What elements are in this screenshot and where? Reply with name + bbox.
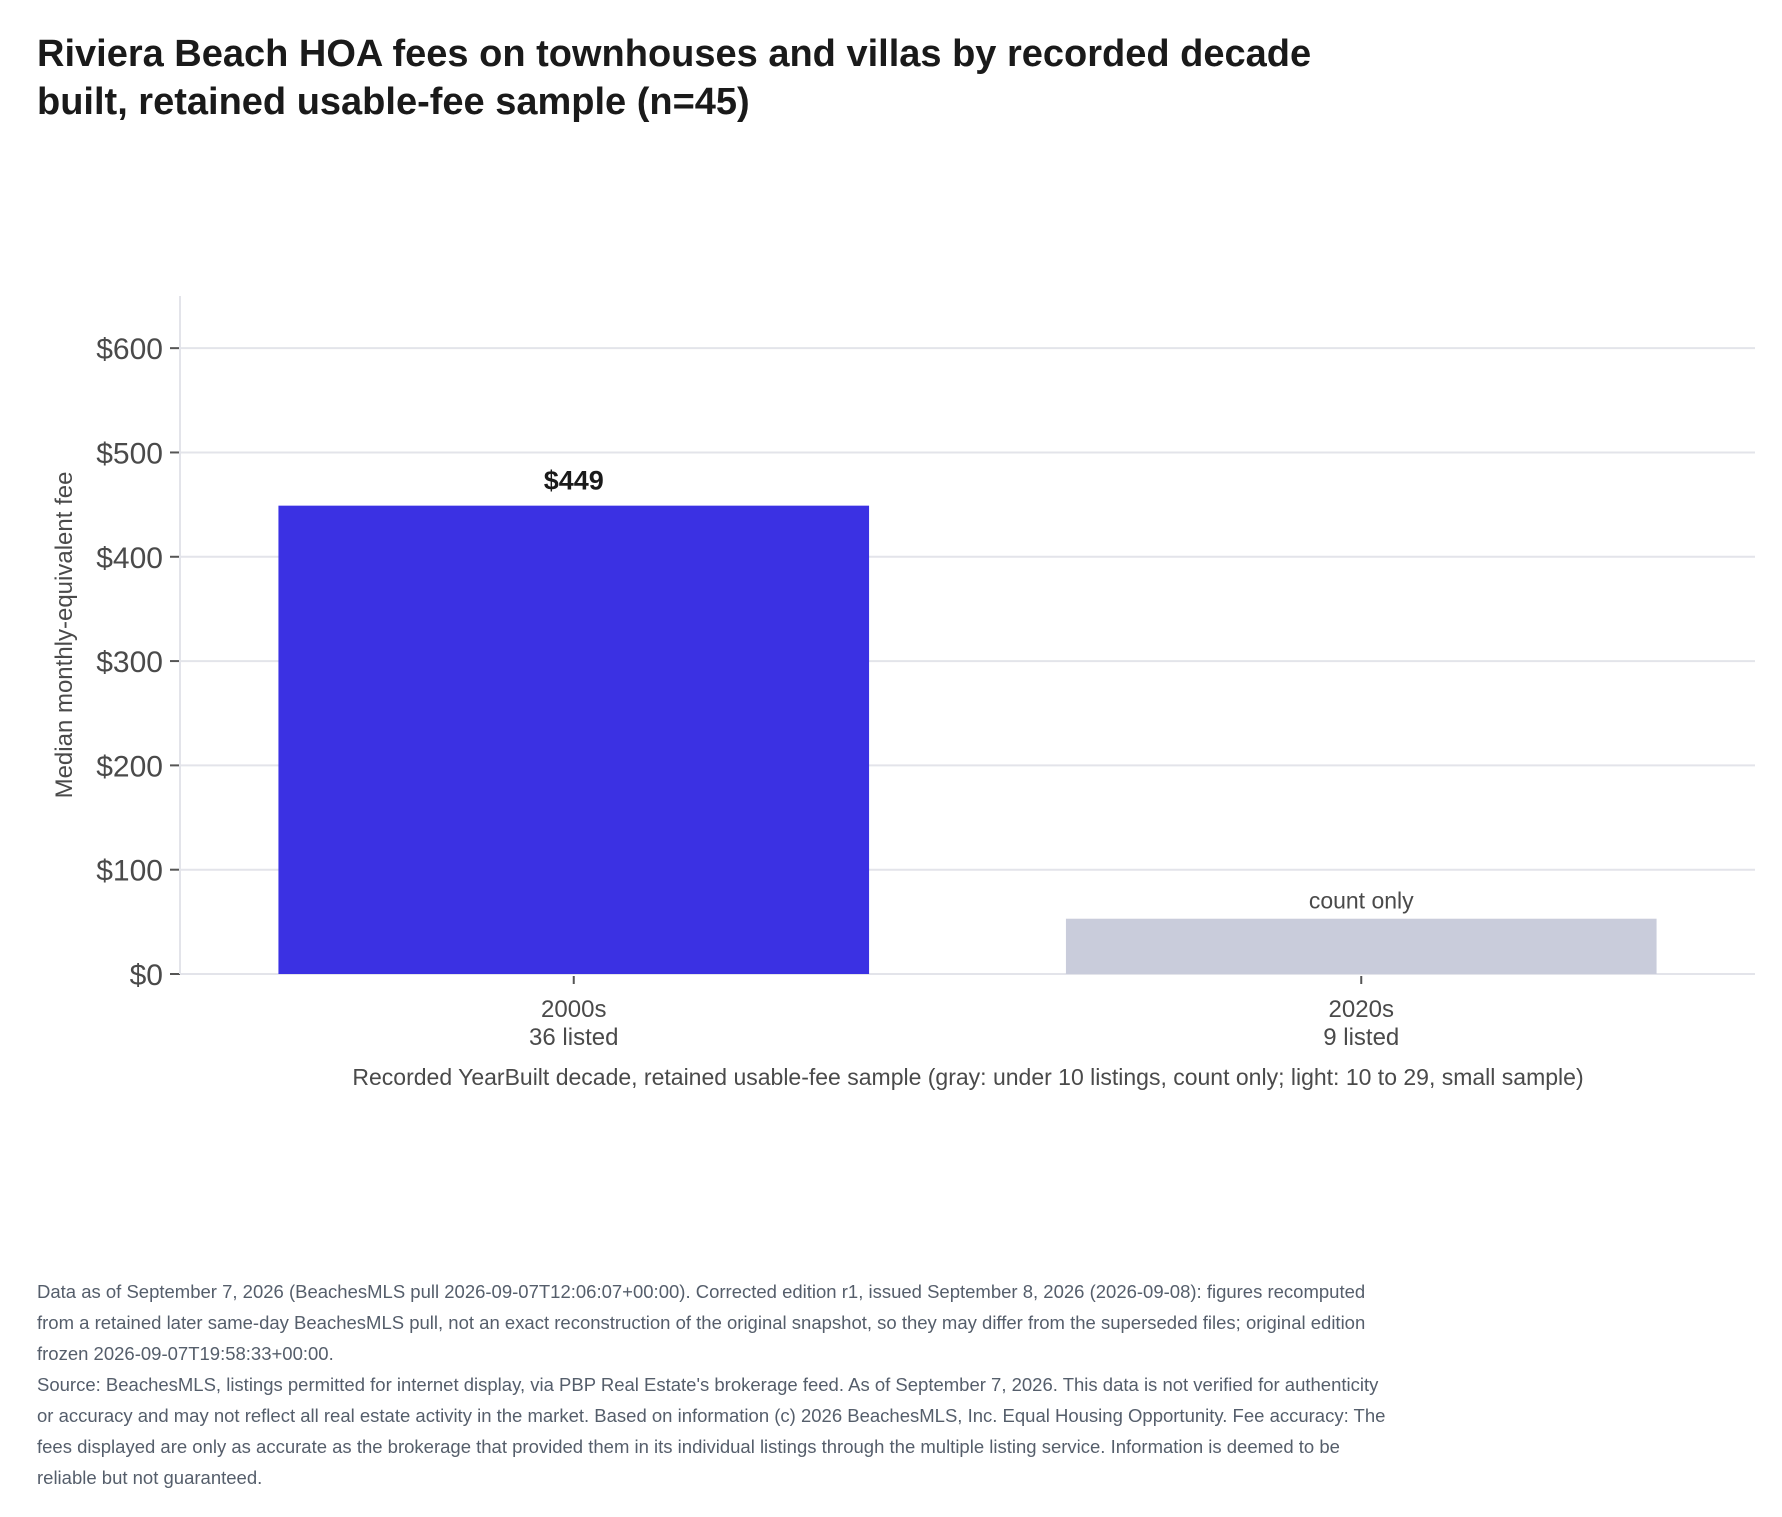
x-tick-count-label: 9 listed — [1323, 1024, 1399, 1051]
x-tick-label: 2020s — [1329, 996, 1394, 1023]
y-tick-label: $600 — [96, 333, 163, 366]
y-tick-label: $300 — [96, 646, 163, 679]
data-label-2020s: count only — [1309, 888, 1414, 914]
footnote: Data as of September 7, 2026 (BeachesMLS… — [37, 1276, 1397, 1493]
bar-2020s — [1065, 918, 1657, 974]
bar-2000s — [278, 505, 870, 974]
y-tick-label: $500 — [96, 437, 163, 470]
chart-title: Riviera Beach HOA fees on townhouses and… — [37, 33, 1312, 123]
y-tick-label: $100 — [96, 855, 163, 888]
x-tick-label: 2000s — [541, 996, 606, 1023]
y-tick-label: $400 — [96, 542, 163, 575]
data-labels: $449 count only — [544, 466, 1414, 914]
bars — [278, 505, 1657, 974]
data-note: Data as of September 7, 2026 (BeachesMLS… — [37, 1281, 1366, 1364]
y-axis-label: Median monthly-equivalent fee — [51, 472, 78, 799]
source-note: Source: BeachesMLS, listings permitted f… — [37, 1374, 1386, 1488]
x-axis-label: Recorded YearBuilt decade, retained usab… — [352, 1064, 1583, 1090]
y-tick-label: $0 — [130, 959, 163, 992]
x-tick-count-label: 36 listed — [529, 1024, 618, 1051]
data-label-2000s: $449 — [544, 466, 604, 496]
y-tick-label: $200 — [96, 750, 163, 783]
